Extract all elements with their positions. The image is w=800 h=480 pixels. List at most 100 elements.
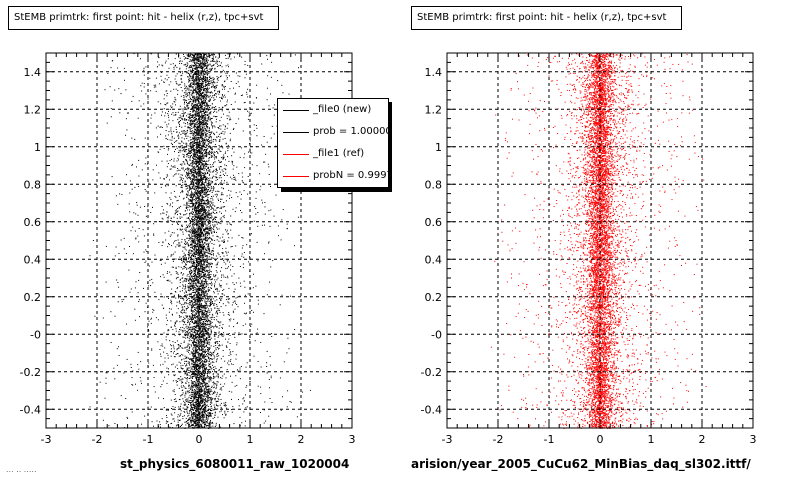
scatter-point [212, 243, 213, 244]
scatter-point [170, 106, 171, 107]
scatter-point [204, 155, 205, 156]
scatter-point [187, 320, 188, 321]
scatter-point [182, 398, 183, 399]
scatter-point [216, 396, 217, 397]
scatter-point [222, 84, 223, 85]
scatter-point [217, 306, 218, 307]
scatter-point [150, 212, 151, 213]
scatter-point [219, 134, 220, 135]
scatter-point [219, 310, 220, 311]
scatter-point [195, 64, 196, 65]
scatter-point [200, 371, 201, 372]
scatter-point [126, 253, 127, 254]
scatter-point [127, 417, 128, 418]
scatter-point [106, 378, 107, 379]
scatter-point [222, 376, 223, 377]
scatter-point [202, 330, 203, 331]
scatter-point [270, 226, 271, 227]
scatter-point [206, 147, 207, 148]
scatter-point [211, 202, 212, 203]
scatter-point [180, 406, 181, 407]
scatter-point [186, 213, 187, 214]
scatter-point [186, 145, 187, 146]
scatter-point [212, 426, 213, 427]
scatter-point [249, 202, 250, 203]
scatter-point [204, 289, 205, 290]
scatter-point [244, 303, 245, 304]
scatter-point [223, 260, 224, 261]
scatter-point [184, 289, 185, 290]
scatter-point [211, 299, 212, 300]
scatter-point [185, 96, 186, 97]
scatter-point [187, 88, 188, 89]
scatter-point [216, 304, 217, 305]
scatter-point [187, 351, 188, 352]
scatter-point [207, 332, 208, 333]
scatter-point [219, 109, 220, 110]
scatter-point [164, 297, 165, 298]
scatter-point [186, 418, 187, 419]
scatter-point [214, 231, 215, 232]
scatter-point [238, 173, 239, 174]
scatter-point [148, 99, 149, 100]
scatter-point [174, 191, 175, 192]
scatter-point [144, 206, 145, 207]
scatter-point [205, 256, 206, 257]
scatter-point [200, 386, 201, 387]
scatter-point [215, 106, 216, 107]
scatter-point [227, 261, 228, 262]
scatter-point [217, 64, 218, 65]
scatter-point [200, 76, 201, 77]
scatter-point [212, 192, 213, 193]
scatter-point [209, 154, 210, 155]
scatter-point [170, 109, 171, 110]
scatter-point [186, 281, 187, 282]
scatter-point [166, 368, 167, 369]
scatter-point [191, 241, 192, 242]
scatter-point [185, 133, 186, 134]
scatter-point [242, 220, 243, 221]
scatter-point [229, 112, 230, 113]
scatter-point [156, 78, 157, 79]
scatter-point [198, 225, 199, 226]
scatter-point [204, 185, 205, 186]
scatter-point [243, 325, 244, 326]
scatter-point [193, 193, 194, 194]
scatter-point [213, 61, 214, 62]
scatter-point [130, 180, 131, 181]
scatter-point [186, 315, 187, 316]
scatter-point [177, 94, 178, 95]
scatter-point [227, 150, 228, 151]
scatter-point [152, 312, 153, 313]
scatter-point [216, 279, 217, 280]
scatter-point [181, 368, 182, 369]
scatter-point [108, 425, 109, 426]
scatter-point [191, 415, 192, 416]
scatter-point [189, 177, 190, 178]
scatter-point [196, 314, 197, 315]
scatter-point [160, 103, 161, 104]
scatter-point [149, 280, 150, 281]
scatter-point [192, 386, 193, 387]
scatter-point [221, 98, 222, 99]
scatter-point [223, 202, 224, 203]
scatter-point [181, 296, 182, 297]
scatter-point [178, 277, 179, 278]
scatter-point [219, 331, 220, 332]
scatter-point [210, 276, 211, 277]
scatter-point [193, 253, 194, 254]
scatter-point [207, 202, 208, 203]
scatter-point [217, 264, 218, 265]
scatter-point [198, 118, 199, 119]
scatter-point [227, 128, 228, 129]
scatter-point [260, 186, 261, 187]
scatter-point [210, 399, 211, 400]
scatter-point [187, 173, 188, 174]
scatter-point [189, 390, 190, 391]
scatter-point [187, 262, 188, 263]
scatter-point [202, 181, 203, 182]
scatter-point [203, 215, 204, 216]
scatter-point [248, 119, 249, 120]
scatter-point [210, 413, 211, 414]
scatter-point [208, 144, 209, 145]
